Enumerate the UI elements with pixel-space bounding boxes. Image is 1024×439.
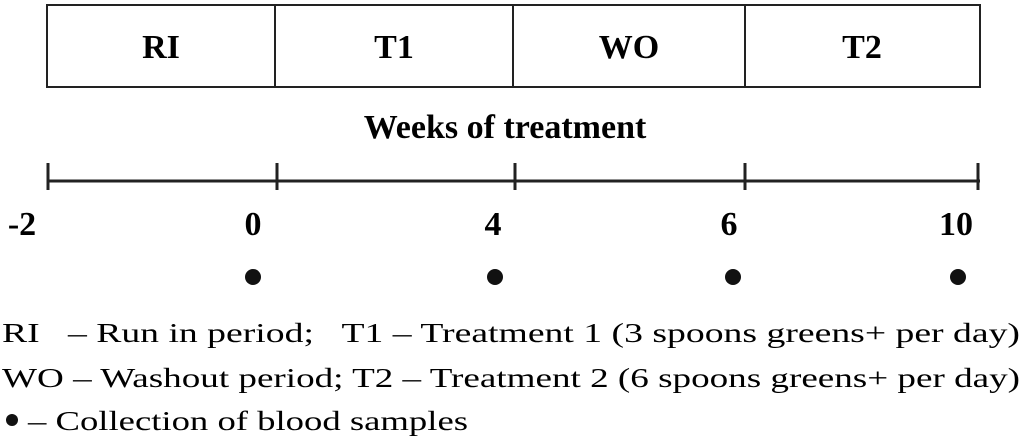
sample-dot	[950, 269, 966, 285]
legend-line: – Collection of blood samples	[27, 406, 468, 436]
axis-label: 0	[245, 206, 262, 243]
legend-dot	[6, 414, 18, 426]
period-label: RI	[142, 29, 180, 66]
legend-line: RI – Run in period; T1 – Treatment 1 (3 …	[2, 318, 1020, 348]
axis-label: 4	[485, 206, 502, 243]
sample-dot	[725, 269, 741, 285]
legend-line: WO – Washout period; T2 – Treatment 2 (6…	[2, 363, 1020, 393]
period-label: T2	[842, 29, 882, 66]
sample-dot	[245, 269, 261, 285]
period-label: T1	[374, 29, 414, 66]
axis-label: 10	[939, 206, 973, 243]
period-label: WO	[599, 29, 659, 66]
axis-title: Weeks of treatment	[364, 109, 647, 146]
axis-label: 6	[721, 206, 738, 243]
sample-dot	[487, 269, 503, 285]
axis-label: -2	[8, 206, 36, 243]
